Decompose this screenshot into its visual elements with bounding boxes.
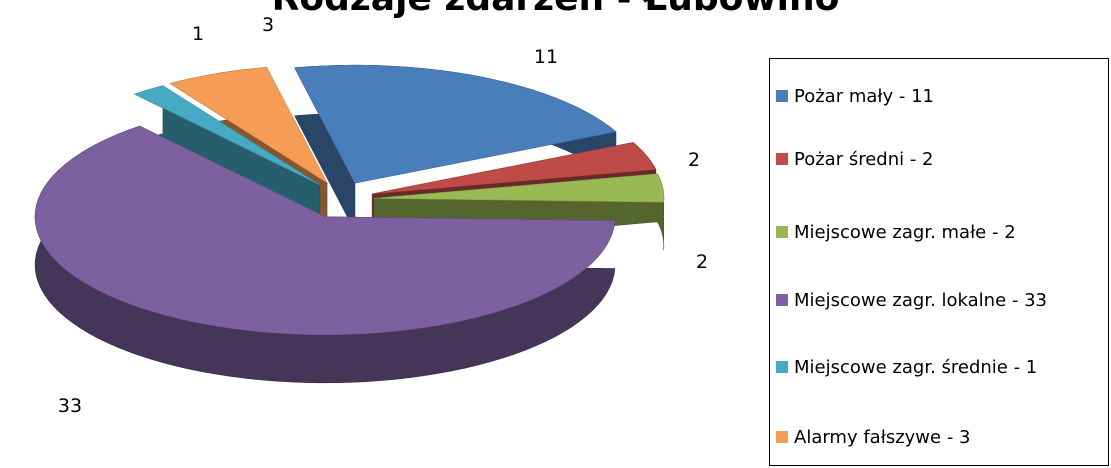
legend-swatch (776, 226, 788, 238)
data-label: 3 (262, 14, 274, 36)
data-label: 33 (58, 395, 82, 417)
data-label: 2 (696, 251, 708, 273)
data-label: 1 (192, 23, 204, 45)
legend-label: Pożar mały - 11 (794, 85, 935, 107)
legend-item: Pożar mały - 11 (776, 84, 934, 108)
legend-label: Miejscowe zagr. małe - 2 (794, 221, 1016, 243)
legend-swatch (776, 294, 788, 306)
legend-item: Pożar średni - 2 (776, 147, 934, 171)
legend-swatch (776, 361, 788, 373)
pie-slice (34, 125, 616, 384)
legend-label: Alarmy fałszywe - 3 (794, 426, 971, 448)
legend: Pożar mały - 11 Pożar średni - 2 Miejscowe… (769, 58, 1109, 466)
legend-item: Miejscowe zagr. lokalne - 33 (776, 288, 1047, 312)
legend-item: Alarmy fałszywe - 3 (776, 425, 970, 449)
legend-swatch (776, 90, 788, 102)
data-label: 2 (688, 149, 700, 171)
pie-slice (294, 64, 617, 232)
legend-label: Miejscowe zagr. średnie - 1 (794, 356, 1038, 378)
legend-label: Miejscowe zagr. lokalne - 33 (794, 289, 1047, 311)
legend-label: Pożar średni - 2 (794, 148, 934, 170)
legend-swatch (776, 153, 788, 165)
chart-title: Rodzaje zdarzeń - Łubowino (0, 0, 1111, 19)
legend-swatch (776, 431, 788, 443)
data-label: 11 (534, 46, 558, 68)
legend-item: Miejscowe zagr. średnie - 1 (776, 355, 1037, 379)
legend-item: Miejscowe zagr. małe - 2 (776, 220, 1016, 244)
